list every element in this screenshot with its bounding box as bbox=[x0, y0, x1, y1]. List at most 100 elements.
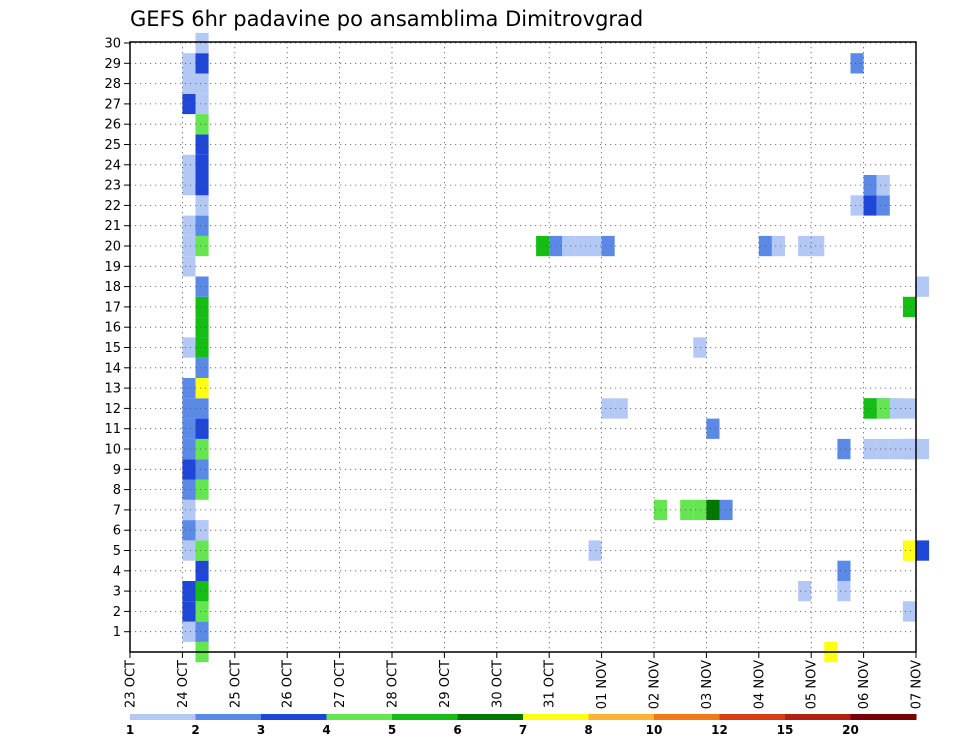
y-axis: 1234567891011121314151617181920212223242… bbox=[104, 37, 130, 640]
legend-label-8: 10 bbox=[646, 723, 663, 737]
heatmap-cell-5 bbox=[195, 601, 209, 622]
heatmap-cell-38 bbox=[916, 438, 930, 460]
legend-label-4: 5 bbox=[388, 723, 396, 737]
x-tick-label-11: 03 NOV bbox=[700, 660, 715, 709]
y-tick-label-29: 29 bbox=[104, 57, 121, 72]
heatmap-cell-78 bbox=[195, 215, 209, 236]
heatmap-cell-49 bbox=[902, 398, 916, 419]
heatmap-cell-58 bbox=[693, 337, 707, 358]
heatmap-cell-86 bbox=[876, 175, 890, 196]
legend-swatch-3 bbox=[326, 714, 393, 720]
y-tick-label-19: 19 bbox=[104, 260, 121, 275]
heatmap-cell-18 bbox=[182, 520, 196, 541]
chart-title: GEFS 6hr padavine po ansamblima Dimitrov… bbox=[130, 7, 643, 31]
y-tick-label-12: 12 bbox=[104, 402, 121, 417]
heatmap-cell-12 bbox=[837, 560, 851, 581]
y-tick-label-4: 4 bbox=[113, 564, 121, 579]
heatmap-cell-55 bbox=[195, 357, 209, 378]
heatmap-cell-28 bbox=[182, 459, 196, 480]
heatmap-cell-39 bbox=[182, 418, 196, 439]
y-tick-label-20: 20 bbox=[104, 240, 121, 255]
y-tick-label-30: 30 bbox=[104, 37, 121, 52]
heatmap-cell-76 bbox=[811, 235, 825, 257]
y-tick-label-3: 3 bbox=[113, 585, 121, 600]
heatmap-cells bbox=[182, 32, 930, 663]
x-tick-label-1: 24 OCT bbox=[176, 660, 191, 708]
heatmap-cell-13 bbox=[182, 540, 196, 561]
heatmap-cell-30 bbox=[182, 438, 196, 460]
heatmap-cell-80 bbox=[850, 195, 864, 216]
legend-label-6: 7 bbox=[519, 723, 527, 737]
heatmap-cell-83 bbox=[182, 175, 196, 196]
legend-swatch-7 bbox=[588, 714, 655, 720]
x-axis: 23 OCT 24 OCT 25 OCT 26 OCT 27 OCT 28 OCT 29 O… bbox=[124, 652, 925, 709]
heatmap-cell-57 bbox=[195, 337, 209, 358]
heatmap-cell-60 bbox=[195, 296, 209, 318]
heatmap-cell-88 bbox=[195, 154, 209, 175]
heatmap-cell-17 bbox=[916, 540, 930, 561]
y-tick-label-26: 26 bbox=[104, 118, 121, 133]
heatmap-cell-92 bbox=[195, 93, 209, 115]
legend-swatch-5 bbox=[457, 714, 524, 720]
legend-swatch-1 bbox=[195, 714, 262, 720]
x-tick-label-4: 27 OCT bbox=[333, 660, 348, 708]
heatmap-cell-9 bbox=[798, 581, 812, 602]
heatmap-cell-44 bbox=[601, 398, 615, 419]
heatmap-cell-66 bbox=[195, 235, 209, 257]
legend-swatch-11 bbox=[850, 714, 917, 720]
legend-swatch-4 bbox=[392, 714, 458, 720]
legend-label-1: 2 bbox=[191, 723, 199, 737]
x-tick-label-7: 30 OCT bbox=[490, 660, 505, 708]
heatmap-cell-3 bbox=[195, 621, 209, 642]
heatmap-cell-31 bbox=[195, 438, 209, 460]
y-tick-label-7: 7 bbox=[113, 503, 121, 518]
heatmap-cell-90 bbox=[195, 114, 209, 135]
legend-swatch-9 bbox=[719, 714, 786, 720]
heatmap-cell-52 bbox=[889, 398, 903, 419]
heatmap-cell-37 bbox=[902, 438, 916, 460]
heatmap-cell-43 bbox=[195, 398, 209, 419]
heatmap-cell-93 bbox=[182, 73, 196, 94]
x-tick-label-2: 25 OCT bbox=[228, 660, 243, 708]
heatmap-cell-56 bbox=[182, 337, 196, 358]
heatmap-cell-75 bbox=[798, 235, 812, 257]
heatmap-cell-40 bbox=[195, 418, 209, 439]
heatmap-cell-61 bbox=[902, 296, 916, 318]
heatmap-cell-14 bbox=[195, 540, 209, 561]
heatmap-cell-42 bbox=[182, 398, 196, 419]
y-tick-label-23: 23 bbox=[104, 179, 121, 194]
legend-swatch-0 bbox=[130, 714, 196, 720]
heatmap-cell-64 bbox=[182, 256, 196, 277]
grid-lines bbox=[130, 42, 916, 652]
x-tick-label-5: 28 OCT bbox=[386, 660, 401, 708]
y-tick-label-24: 24 bbox=[104, 158, 121, 173]
heatmap-cell-65 bbox=[182, 235, 196, 257]
heatmap-cell-54 bbox=[195, 378, 209, 399]
x-tick-label-12: 04 NOV bbox=[752, 660, 767, 709]
legend-label-10: 15 bbox=[777, 723, 794, 737]
heatmap-cell-84 bbox=[195, 175, 209, 196]
heatmap-cell-36 bbox=[889, 438, 903, 460]
heatmap-cell-74 bbox=[771, 235, 785, 257]
heatmap-cell-29 bbox=[195, 459, 209, 480]
heatmap-cell-96 bbox=[195, 53, 209, 74]
x-tick-label-14: 06 NOV bbox=[857, 660, 872, 709]
heatmap-cell-22 bbox=[680, 499, 694, 521]
heatmap-cell-2 bbox=[182, 621, 196, 642]
heatmap-cell-89 bbox=[195, 134, 209, 155]
heatmap-cell-26 bbox=[182, 479, 196, 500]
heatmap-cell-91 bbox=[182, 93, 196, 115]
legend-label-7: 8 bbox=[584, 723, 592, 737]
heatmap-cell-59 bbox=[195, 317, 209, 338]
color-legend: 1 2 3 4 5 6 7 8 10 12 15 20 bbox=[126, 714, 917, 737]
y-tick-label-10: 10 bbox=[104, 443, 121, 458]
heatmap-cell-41 bbox=[706, 418, 720, 439]
heatmap-cell-24 bbox=[706, 499, 720, 521]
heatmap-cell-63 bbox=[916, 276, 930, 297]
y-tick-label-21: 21 bbox=[104, 219, 121, 234]
plot-frame bbox=[129, 41, 917, 653]
heatmap-cell-27 bbox=[195, 479, 209, 500]
heatmap-cell-8 bbox=[195, 581, 209, 602]
heatmap-cell-32 bbox=[837, 438, 851, 460]
